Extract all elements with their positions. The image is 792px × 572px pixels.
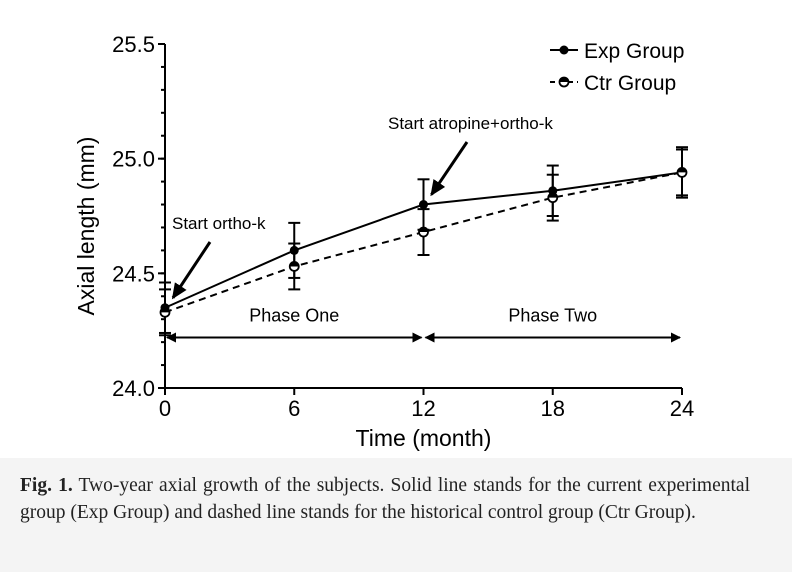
legend-marker <box>559 45 569 55</box>
ctr-data-point-fill <box>160 307 170 313</box>
annotation-start-orthok: Start ortho-k <box>172 214 266 233</box>
line-chart: 24.0 24.5 25.0 25.5 0 6 12 18 24 Time (month) Axia… <box>73 32 694 451</box>
ctr-data-point-fill <box>289 261 299 267</box>
figure-caption: Fig. 1. Two-year axial growth of the sub… <box>20 472 750 526</box>
x-tick-label: 6 <box>288 396 300 421</box>
y-tick-label: 25.0 <box>112 147 155 172</box>
caption-background <box>0 458 792 572</box>
legend-marker-fill <box>559 77 569 82</box>
x-tick-label: 12 <box>411 396 435 421</box>
phase-label: Phase One <box>249 306 339 326</box>
y-tick-label: 24.5 <box>112 261 155 286</box>
caption-label: Fig. 1. <box>20 475 73 496</box>
x-tick-label: 18 <box>541 396 565 421</box>
y-axis-title: Axial length (mm) <box>73 137 99 316</box>
ctr-data-point-fill <box>548 193 558 198</box>
exp-data-point <box>419 200 428 210</box>
legend-label: Ctr Group <box>584 72 676 95</box>
annotation-arrow <box>430 141 469 197</box>
y-tick-label: 25.5 <box>112 32 155 57</box>
legend-label: Exp Group <box>584 40 684 63</box>
y-tick-label: 24.0 <box>112 376 155 401</box>
x-tick-label: 24 <box>670 396 694 421</box>
ctr-data-point-fill <box>677 167 687 173</box>
annotation-start-atropine: Start atropine+ortho-k <box>388 114 553 133</box>
x-tick-label: 0 <box>159 396 171 421</box>
annotation-arrow <box>171 241 212 300</box>
x-axis-title: Time (month) <box>356 425 492 451</box>
phase-label: Phase Two <box>508 306 597 326</box>
caption-text: Two-year axial growth of the subjects. S… <box>20 475 750 523</box>
ctr-data-point-fill <box>419 227 428 233</box>
